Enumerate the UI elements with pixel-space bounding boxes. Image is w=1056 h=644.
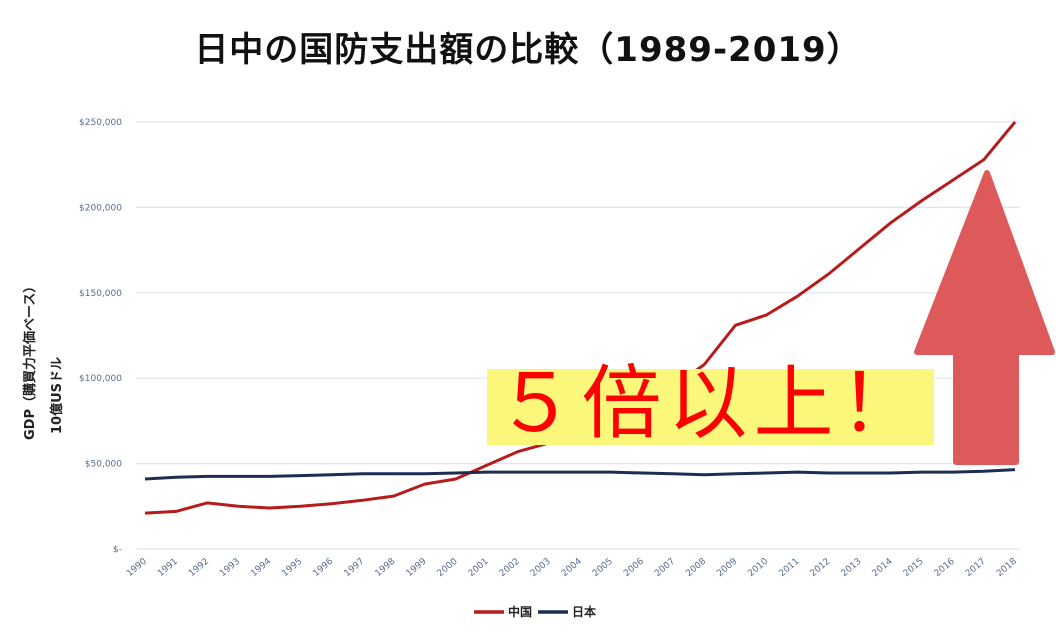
- legend: 中国 日本: [474, 604, 596, 619]
- x-tick-label: 2013: [840, 557, 864, 579]
- y-tick-labels: $- $50,000 $100,000 $150,000 $200,000 $250,00…: [79, 118, 122, 555]
- up-arrow-icon: [914, 170, 1055, 465]
- x-tick-labels: 1990 1991 1992 1993 1994 1995 1996 1997 1998 1999…: [125, 556, 1019, 579]
- y-tick-label: $150,000: [79, 289, 122, 299]
- x-tick-label: 2006: [622, 556, 646, 579]
- x-tick-label: 2009: [715, 556, 739, 579]
- x-tick-label: 1993: [218, 557, 242, 579]
- x-tick-label: 2015: [902, 557, 926, 579]
- x-tick-label: 2017: [964, 557, 988, 579]
- x-tick-label: 1991: [156, 557, 180, 579]
- x-tick-label: 2018: [995, 556, 1019, 579]
- x-tick-label: 2005: [591, 557, 615, 579]
- x-tick-label: 2004: [560, 556, 584, 579]
- x-tick-label: 1998: [374, 556, 398, 579]
- x-tick-label: 2014: [871, 556, 895, 579]
- annotation-highlight: [487, 369, 934, 445]
- y-tick-label: $50,000: [85, 460, 122, 470]
- y-tick-label: $100,000: [79, 374, 122, 384]
- x-tick-label: 2008: [684, 556, 708, 579]
- annotation-text: ５倍以上！: [495, 357, 926, 450]
- y-axis-label-line1: GDP（購買力平価ベース）: [23, 279, 38, 440]
- x-tick-label: 2003: [529, 557, 553, 579]
- x-tick-label: 1990: [125, 556, 149, 579]
- y-tick-label: $200,000: [79, 203, 122, 213]
- x-tick-label: 1997: [342, 557, 366, 579]
- x-tick-label: 2002: [498, 557, 522, 579]
- x-tick-label: 2000: [436, 556, 460, 579]
- x-tick-label: 2001: [467, 557, 491, 579]
- x-tick-label: 2011: [777, 557, 801, 579]
- y-tick-label: $-: [113, 545, 122, 555]
- series-line-日本: [144, 468, 1016, 481]
- x-tick-label: 1995: [280, 557, 304, 579]
- x-tick-label: 2010: [746, 556, 770, 579]
- x-tick-label: 1992: [187, 557, 211, 579]
- x-tick-label: 1996: [311, 556, 335, 579]
- x-tick-label: 1999: [405, 556, 429, 579]
- x-tick-label: 2012: [809, 557, 833, 579]
- chart-title: 日中の国防支出額の比較（1989-2019）: [194, 30, 862, 70]
- legend-label: 中国: [508, 604, 532, 619]
- x-tick-label: 1994: [249, 556, 273, 579]
- y-tick-label: $250,000: [79, 118, 122, 128]
- legend-label: 日本: [572, 604, 596, 619]
- x-tick-label: 2007: [653, 557, 677, 579]
- y-axis-label-line2: 10億USドル: [50, 356, 65, 434]
- grid-lines: [136, 121, 1020, 550]
- x-tick-label: 2016: [933, 556, 957, 579]
